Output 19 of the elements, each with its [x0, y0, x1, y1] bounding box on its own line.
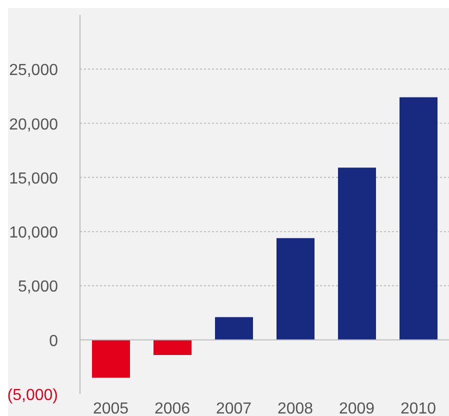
x-tick-label: 2009 [338, 400, 375, 416]
y-tick-label: 10,000 [9, 224, 58, 242]
bar [215, 317, 253, 340]
bar [276, 238, 314, 340]
y-tick-label: 5,000 [18, 278, 58, 296]
x-tick-label: 2010 [400, 400, 436, 416]
bar [400, 97, 438, 340]
y-tick-label: (5,000) [7, 387, 58, 404]
y-tick-label: 0 [49, 332, 58, 350]
bar [92, 340, 130, 378]
bar [338, 168, 376, 340]
x-tick-label: 2008 [277, 400, 314, 416]
bar [154, 340, 192, 356]
y-tick-label: 25,000 [9, 62, 58, 80]
y-tick-label: 15,000 [9, 170, 58, 188]
x-tick-label: 2006 [154, 400, 190, 416]
x-tick-label: 2005 [92, 400, 129, 416]
x-tick-label: 2007 [216, 400, 252, 416]
y-tick-label: 20,000 [9, 116, 58, 134]
